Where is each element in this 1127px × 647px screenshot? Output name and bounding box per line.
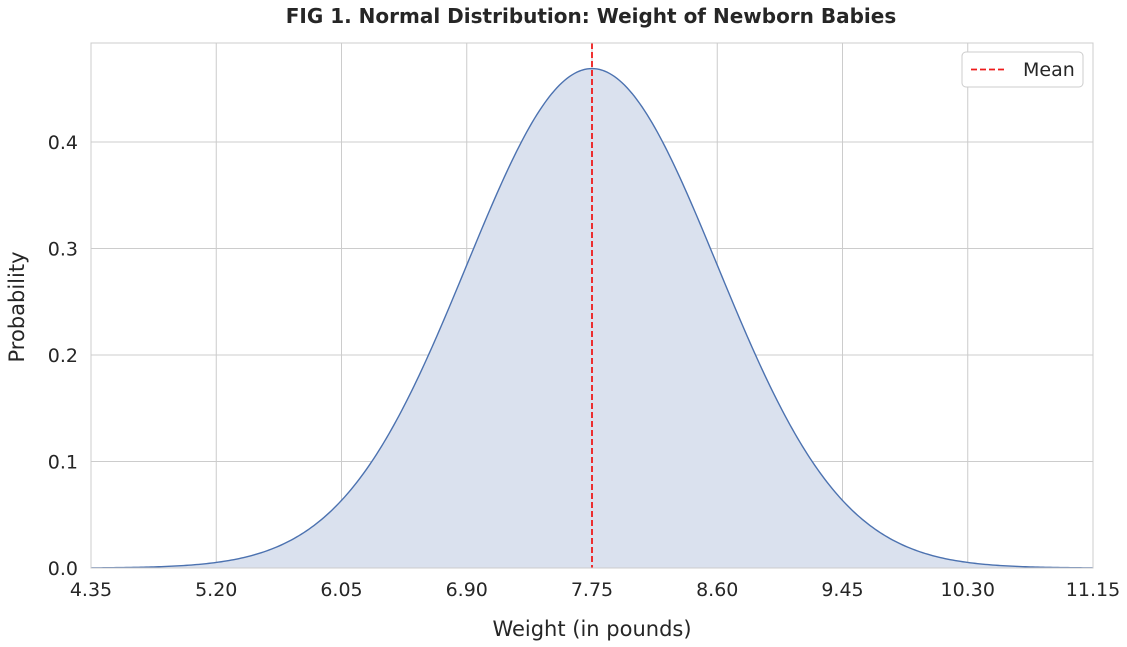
- y-tick-label: 0.2: [48, 345, 78, 367]
- y-tick-label: 0.3: [48, 239, 78, 261]
- y-tick-label: 0.0: [48, 558, 78, 580]
- plot-frame: [90, 42, 1094, 569]
- legend-mean-label: Mean: [1023, 59, 1075, 81]
- y-tick-label: 0.4: [48, 132, 78, 154]
- x-tick-label: 6.90: [446, 579, 488, 601]
- x-tick-label: 10.30: [941, 579, 995, 601]
- x-tick-label: 4.35: [70, 579, 112, 601]
- legend-box: [961, 51, 1084, 88]
- y-axis-label: Probability: [5, 251, 29, 362]
- y-axis-ticks: 0.0 0.1 0.2 0.3 0.4: [48, 132, 78, 580]
- density-curve-line: [90, 67, 1094, 569]
- x-tick-label: 6.05: [320, 579, 362, 601]
- x-tick-label: 8.60: [696, 579, 738, 601]
- x-tick-label: 5.20: [195, 579, 237, 601]
- x-tick-label: 11.15: [1066, 579, 1120, 601]
- legend: Mean: [961, 51, 1084, 88]
- x-axis-ticks: 4.35 5.20 6.05 6.90 7.75 8.60 9.45 10.30 11.15: [70, 579, 1120, 601]
- x-axis-label: Weight (in pounds): [492, 617, 691, 641]
- y-tick-label: 0.1: [48, 452, 78, 474]
- chart-title: FIG 1. Normal Distribution: Weight of Ne…: [286, 4, 897, 28]
- x-tick-label: 9.45: [821, 579, 863, 601]
- x-tick-label: 7.75: [571, 579, 613, 601]
